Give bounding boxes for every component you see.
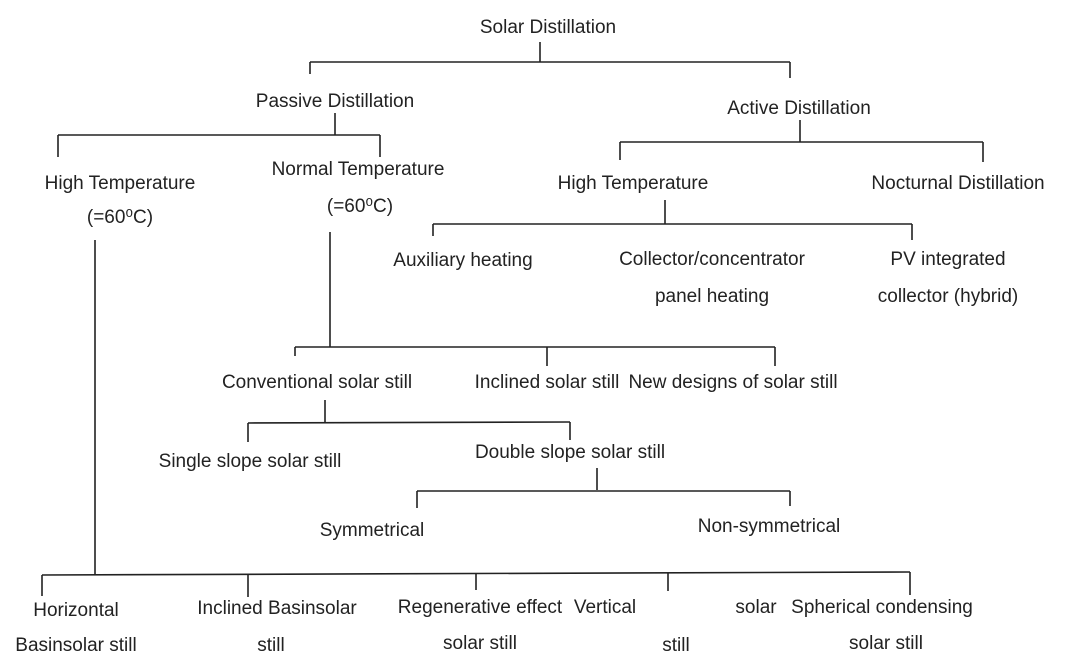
connector bbox=[247, 421, 571, 424]
node-label: Single slope solar still bbox=[159, 451, 342, 472]
node-label: Active Distillation bbox=[727, 98, 871, 119]
node-label: High Temperature bbox=[45, 173, 196, 194]
node-label: still bbox=[662, 635, 689, 654]
node-label: High Temperature bbox=[558, 173, 709, 194]
node-label: Non-symmetrical bbox=[698, 516, 841, 537]
node-label: Normal Temperature bbox=[272, 159, 445, 180]
node-label: solar still bbox=[443, 633, 517, 654]
node-label: Vertical bbox=[574, 597, 636, 618]
node-label: Spherical condensing bbox=[791, 597, 973, 618]
node-label: Inclined solar still bbox=[475, 372, 620, 393]
node-label: solar still bbox=[849, 633, 923, 654]
node-label: still bbox=[257, 635, 284, 654]
connector bbox=[41, 571, 911, 576]
node-label: (=60⁰C) bbox=[327, 196, 393, 217]
node-label: PV integrated bbox=[890, 249, 1005, 270]
node-label: (=60⁰C) bbox=[87, 207, 153, 228]
node-label: Auxiliary heating bbox=[393, 250, 532, 271]
node-label: Double slope solar still bbox=[475, 442, 665, 463]
node-label: Horizontal bbox=[33, 600, 119, 621]
node-label: Symmetrical bbox=[320, 520, 425, 541]
node-label: panel heating bbox=[655, 286, 769, 307]
node-label: Conventional solar still bbox=[222, 372, 412, 393]
node-label: Passive Distillation bbox=[256, 91, 414, 112]
connectors bbox=[41, 42, 984, 597]
node-label: solar bbox=[735, 597, 777, 618]
node-label: Basinsolar still bbox=[15, 635, 136, 654]
node-label: New designs of solar still bbox=[628, 372, 837, 393]
node-label: Solar Distillation bbox=[480, 17, 616, 38]
node-label: Inclined Basinsolar bbox=[197, 598, 357, 619]
node-label: Regenerative effect bbox=[398, 597, 563, 618]
node-label: collector (hybrid) bbox=[878, 286, 1018, 307]
node-label: Nocturnal Distillation bbox=[871, 173, 1044, 194]
node-label: Collector/concentrator bbox=[619, 249, 806, 270]
